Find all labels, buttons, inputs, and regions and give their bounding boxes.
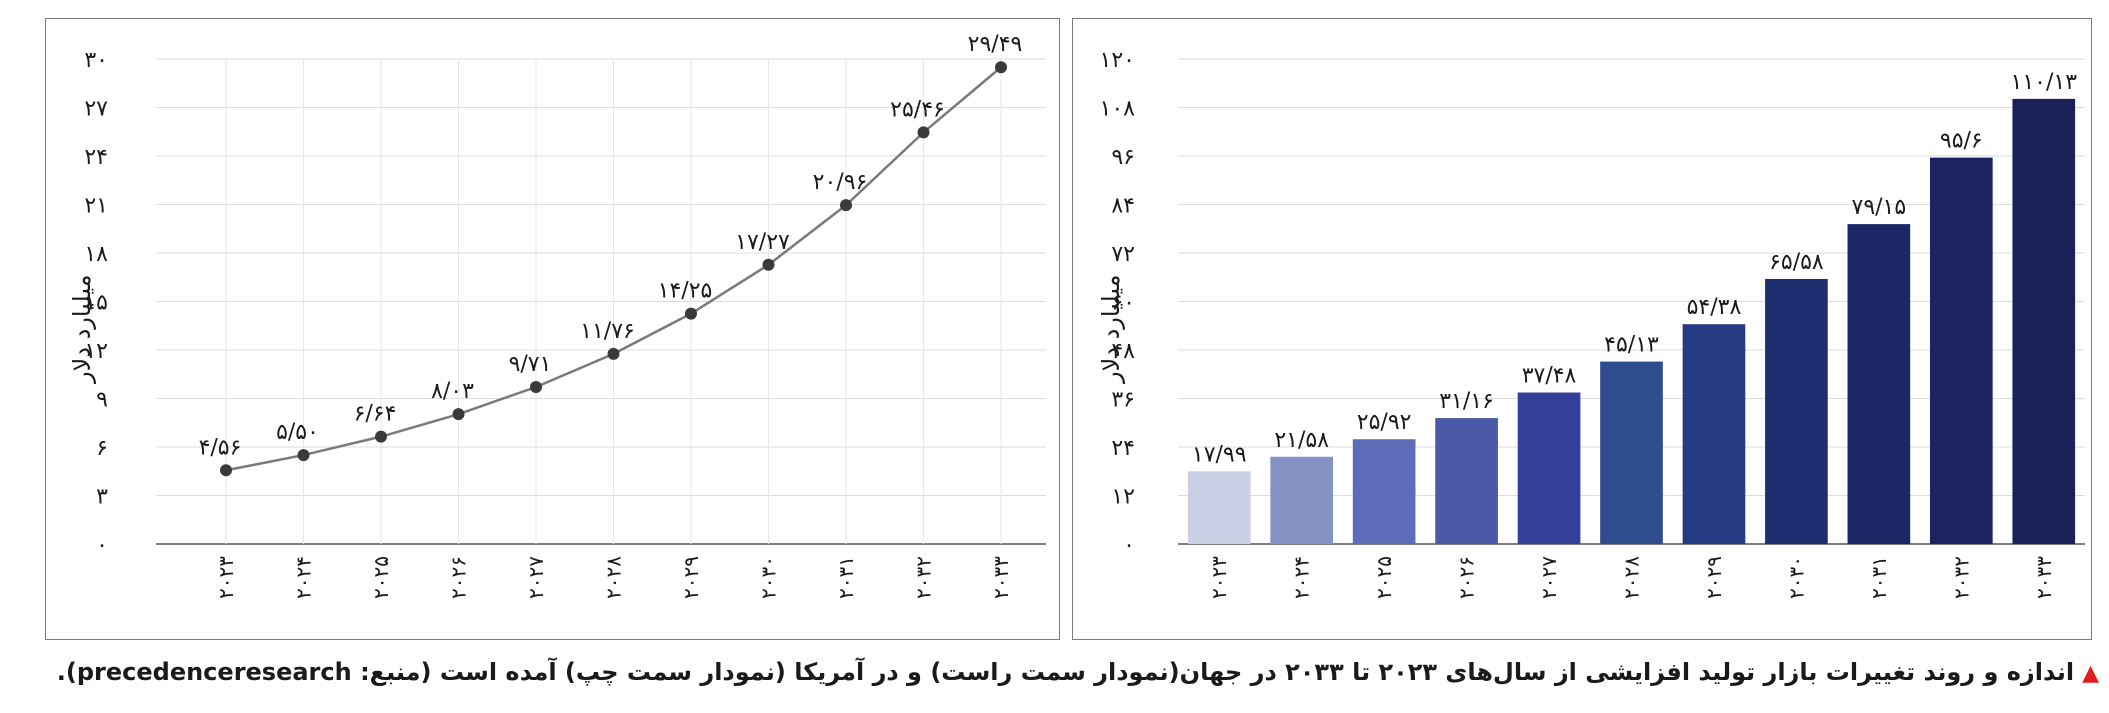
world-bar-chart-panel: ۰ ۱۲ ۲۴ ۳۶ ۴۸ ۶۰ ۷۲ ۸۴ ۹۶ ۱۰۸ ۱۲۰ ۱۷/۹۹ ۲۰۲۳ ۲۱/۵۸ ۲۰۲… [1072, 18, 2092, 640]
us-data-label: ۹/۷۱ [509, 352, 552, 377]
world-data-label: ۳۷/۴۸ [1522, 364, 1577, 389]
world-data-label: ۴۵/۱۳ [1604, 333, 1659, 358]
us-data-label: ۲۰/۹۶ [813, 170, 868, 195]
left-y-tick-label: ۱۵ [84, 291, 108, 316]
left-y-tick-label: ۲۱ [84, 194, 108, 219]
caption-text: اندازه و روند تغییرات بازار تولید افزایش… [56, 658, 2075, 686]
right-x-tick-label: ۲۰۲۵ [1372, 556, 1396, 599]
world-bar [1517, 392, 1581, 544]
right-y-tick-label: ۱۲۰ [1100, 48, 1135, 73]
world-bar [1682, 324, 1746, 544]
world-data-label: ۱۱۰/۱۳ [2011, 70, 2078, 95]
world-data-label: ۱۷/۹۹ [1192, 442, 1247, 467]
world-bar [1187, 471, 1251, 544]
left-x-tick-label: ۲۰۲۴ [292, 556, 316, 599]
world-bar [1435, 418, 1498, 544]
caption-triangle-icon: ▲ [2082, 661, 2099, 686]
world-data-label: ۲۱/۵۸ [1274, 428, 1329, 453]
right-y-tick-label: ۸۴ [1111, 194, 1135, 219]
world-data-label: ۶۵/۵۸ [1769, 250, 1824, 275]
us-data-point [297, 449, 310, 462]
us-data-label: ۱۴/۲۵ [658, 279, 713, 304]
right-x-tick-label: ۲۰۲۳ [1207, 556, 1231, 599]
us-data-label: ۶/۶۴ [354, 402, 397, 427]
right-y-tick-label: ۴۸ [1111, 339, 1135, 364]
left-y-tick-label: ۳ [96, 485, 108, 510]
left-y-tick-label: ۹ [96, 388, 108, 413]
world-bar [1847, 224, 1911, 544]
figure-caption: ▲ اندازه و روند تغییرات بازار تولید افزای… [57, 652, 2099, 692]
left-x-tick-label: ۲۰۲۷ [524, 556, 548, 599]
us-data-label: ۱۱/۷۶ [580, 319, 635, 344]
us-data-point [375, 430, 387, 443]
left-y-tick-label: ۱۸ [84, 242, 108, 267]
left-y-tick-label: ۳۰ [84, 48, 108, 73]
right-x-tick-label: ۲۰۳۱ [1867, 556, 1891, 599]
right-y-axis-label: میلیارد دلار [1097, 274, 1125, 384]
world-bar [1929, 157, 1993, 544]
right-x-tick-label: ۲۰۲۷ [1537, 556, 1561, 599]
world-data-label: ۵۴/۳۸ [1687, 295, 1742, 320]
right-y-tick-label: ۹۶ [1111, 145, 1135, 170]
right-x-tick-label: ۲۰۳۳ [2032, 556, 2056, 599]
left-x-tick-label: ۲۰۳۳ [989, 556, 1013, 599]
right-x-tick-label: ۲۰۲۶ [1455, 556, 1479, 599]
us-data-label: ۲۵/۴۶ [890, 97, 945, 122]
right-y-tick-label: ۳۶ [1111, 388, 1135, 413]
world-bar [1352, 439, 1416, 544]
left-x-tick-label: ۲۰۲۵ [369, 556, 393, 599]
world-bar [1765, 278, 1828, 544]
left-x-tick-label: ۲۰۲۹ [679, 556, 703, 599]
left-x-tick-label: ۲۰۲۸ [602, 556, 626, 599]
world-data-label: ۲۵/۹۲ [1357, 410, 1412, 435]
us-data-label: ۵/۵۰ [276, 420, 319, 445]
us-data-point [220, 464, 232, 477]
right-y-tick-label: ۲۴ [1111, 436, 1135, 461]
right-x-tick-label: ۲۰۲۴ [1290, 556, 1314, 599]
left-x-tick-label: ۲۰۲۶ [447, 556, 471, 599]
us-data-point [530, 381, 542, 394]
world-bar [1600, 361, 1663, 544]
us-data-label: ۲۹/۴۹ [968, 32, 1023, 57]
right-y-tick-label: ۱۲ [1111, 485, 1135, 510]
left-y-tick-label: ۰ [96, 533, 108, 558]
left-y-tick-label: ۶ [96, 436, 108, 461]
right-y-tick-label: ۰ [1123, 533, 1135, 558]
left-x-tick-label: ۲۰۳۲ [912, 556, 936, 599]
left-y-axis-label: میلیارد دلار [68, 274, 96, 384]
right-y-tick-label: ۷۲ [1111, 242, 1135, 267]
right-y-tick-label: ۶۰ [1111, 291, 1135, 316]
left-y-tick-label: ۱۲ [84, 339, 108, 364]
right-x-tick-label: ۲۰۳۲ [1949, 556, 1973, 599]
us-data-point [607, 347, 620, 360]
right-y-tick-label: ۱۰۸ [1100, 97, 1136, 122]
us-data-point [452, 408, 465, 421]
us-data-point [762, 258, 775, 271]
world-bar [1270, 456, 1334, 544]
world-data-label: ۹۵/۶ [1940, 129, 1983, 154]
world-data-label: ۷۹/۱۵ [1852, 195, 1907, 220]
us-data-point [685, 307, 697, 320]
world-bar-chart: ۰ ۱۲ ۲۴ ۳۶ ۴۸ ۶۰ ۷۲ ۸۴ ۹۶ ۱۰۸ ۱۲۰ ۱۷/۹۹ ۲۰۲۳ ۲۱/۵۸ ۲۰۲… [1100, 48, 2085, 599]
us-line-chart: ۰ ۳ ۶ ۹ ۱۲ ۱۵ ۱۸ ۲۱ ۲۴ ۲۷ ۳۰ ۴/۵۶ ۲۰۲۳ ۵/۵۰ ۲۰۲۴ ۶/۶۴ ۲۰… [84, 32, 1046, 599]
left-x-tick-label: ۲۰۳۱ [834, 556, 858, 599]
us-data-label: ۴/۵۶ [199, 435, 242, 460]
right-x-tick-label: ۲۰۲۸ [1620, 556, 1644, 599]
right-x-tick-label: ۲۰۳۰ [1784, 556, 1808, 599]
us-data-label: ۱۷/۲۷ [735, 230, 790, 255]
left-x-tick-label: ۲۰۲۳ [214, 556, 238, 599]
left-y-tick-label: ۲۴ [84, 145, 108, 170]
left-x-tick-label: ۲۰۳۰ [757, 556, 781, 599]
left-y-tick-label: ۲۷ [84, 97, 108, 122]
us-data-point [917, 126, 930, 139]
us-data-point [995, 61, 1007, 74]
right-x-tick-label: ۲۰۲۹ [1702, 556, 1726, 599]
us-data-label: ۸/۰۳ [431, 379, 474, 404]
world-data-label: ۳۱/۱۶ [1439, 389, 1494, 414]
us-data-point [840, 199, 852, 212]
us-line-chart-panel: ۰ ۳ ۶ ۹ ۱۲ ۱۵ ۱۸ ۲۱ ۲۴ ۲۷ ۳۰ ۴/۵۶ ۲۰۲۳ ۵/۵۰ ۲۰۲۴ ۶/۶۴ ۲۰… [45, 18, 1060, 640]
world-bar [2012, 98, 2076, 545]
